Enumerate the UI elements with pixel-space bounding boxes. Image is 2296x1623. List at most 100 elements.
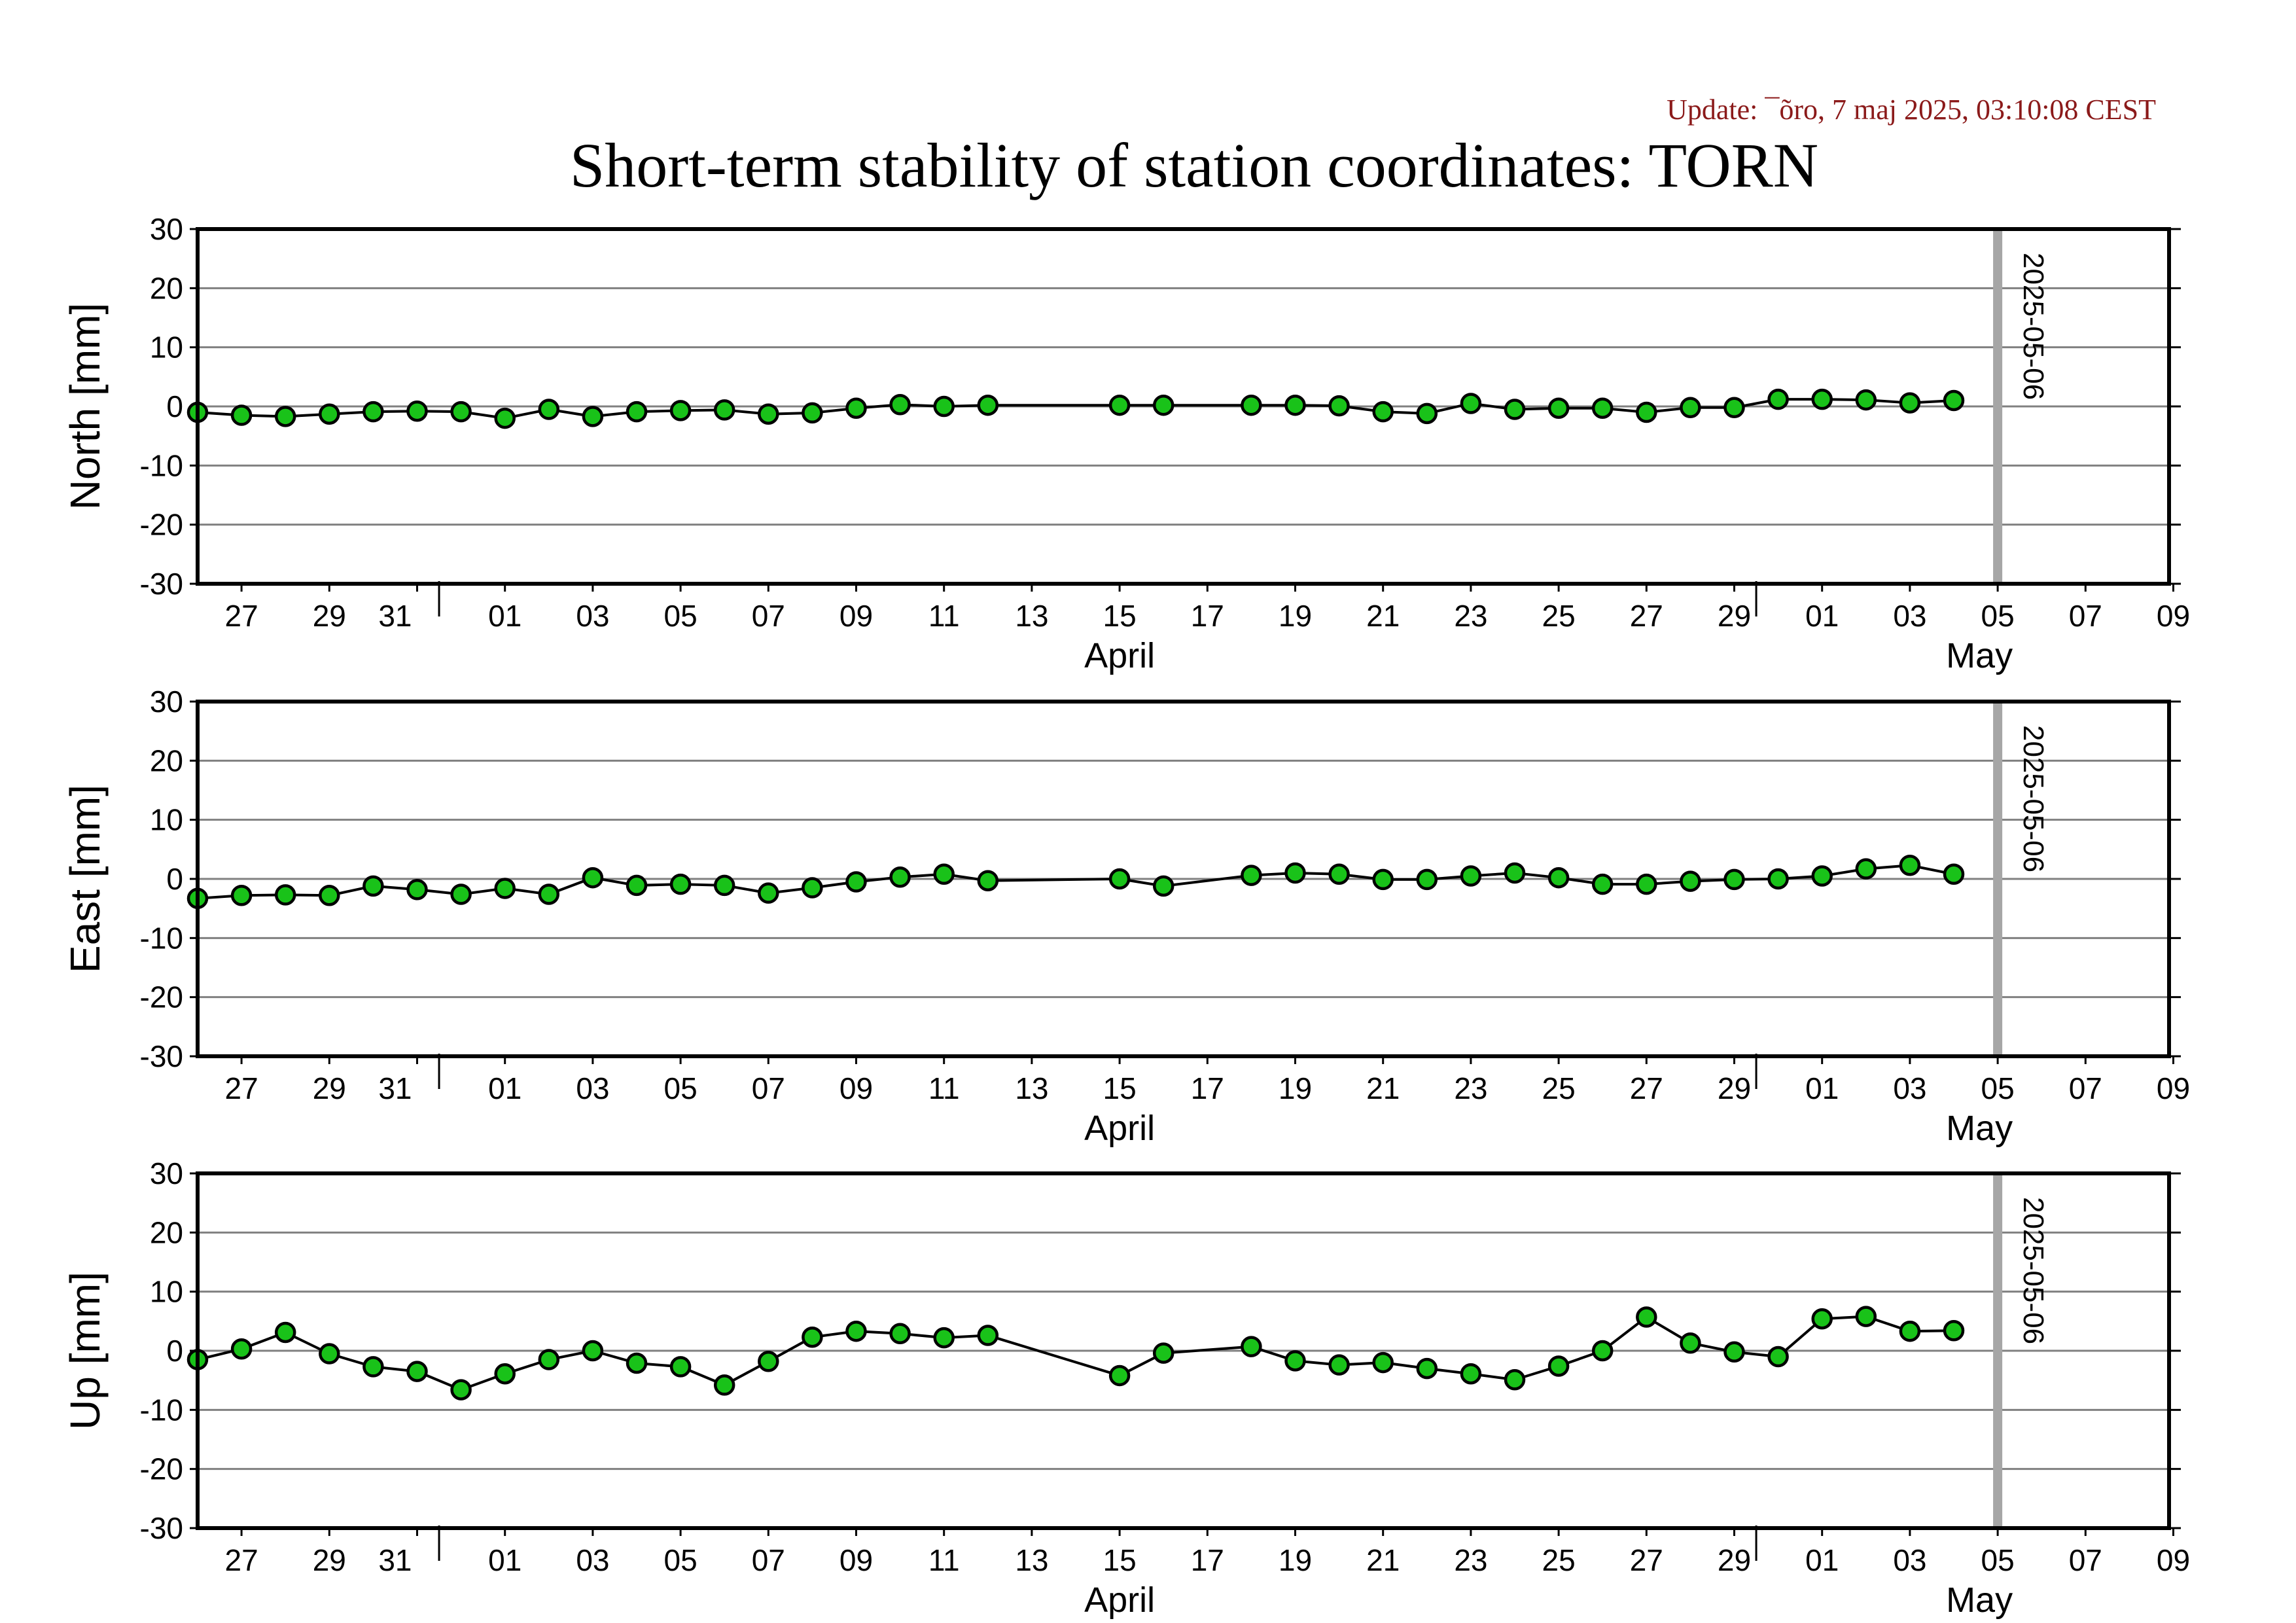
data-point bbox=[1723, 397, 1745, 419]
data-point bbox=[1855, 858, 1877, 880]
x-tick-label: 09 bbox=[839, 1071, 873, 1105]
data-point bbox=[845, 1320, 867, 1342]
x-tick-label: 29 bbox=[1718, 599, 1751, 633]
x-tick-label: 11 bbox=[928, 1071, 960, 1105]
data-point bbox=[1680, 870, 1701, 892]
x-tick-label: 01 bbox=[488, 1543, 521, 1577]
data-point bbox=[669, 873, 692, 895]
data-point bbox=[802, 877, 823, 899]
data-point bbox=[1811, 1308, 1833, 1330]
data-point bbox=[1416, 1357, 1438, 1380]
data-point bbox=[582, 866, 604, 889]
x-tick-label: 05 bbox=[1981, 1543, 2015, 1577]
data-point bbox=[319, 1343, 340, 1364]
data-point bbox=[933, 1327, 955, 1349]
today-marker-bar bbox=[1993, 229, 2003, 584]
x-tick-label: 21 bbox=[1366, 1543, 1400, 1577]
data-point bbox=[1152, 394, 1174, 416]
panel-east: 30 20 10 0 -10 -20 -30 2025-05-06 27 29 31 01 03 05 07… bbox=[62, 685, 2190, 1148]
data-point bbox=[450, 883, 472, 905]
data-point bbox=[274, 406, 296, 427]
data-point bbox=[1767, 868, 1789, 890]
x-tick-label: 25 bbox=[1542, 1543, 1576, 1577]
data-point bbox=[230, 1338, 253, 1360]
data-point bbox=[1767, 388, 1789, 410]
data-point bbox=[1943, 863, 1965, 885]
x-tick-label: 03 bbox=[576, 1543, 609, 1577]
x-tick-label: 05 bbox=[664, 599, 698, 633]
today-label: 2025-05-06 bbox=[2017, 1197, 2049, 1344]
data-point bbox=[1811, 388, 1833, 410]
data-point bbox=[1636, 873, 1657, 895]
y-tick-label: 20 bbox=[150, 1215, 183, 1249]
x-tick-label: 11 bbox=[928, 599, 960, 633]
x-tick-label: 01 bbox=[488, 599, 521, 633]
x-tick-label: 07 bbox=[2069, 1071, 2102, 1105]
y-tick-label: 0 bbox=[166, 1334, 183, 1368]
x-tick-label: 27 bbox=[1630, 1543, 1663, 1577]
data-point bbox=[669, 400, 692, 421]
data-point bbox=[1899, 1320, 1921, 1342]
x-tick-label: 05 bbox=[664, 1071, 698, 1105]
x-tick-label: 05 bbox=[664, 1543, 698, 1577]
x-tick-label: 01 bbox=[1805, 1071, 1839, 1105]
data-point bbox=[406, 400, 428, 422]
x-tick-label: 31 bbox=[378, 1543, 412, 1577]
data-point bbox=[1723, 868, 1745, 891]
x-tick-label: 15 bbox=[1103, 599, 1137, 633]
data-point bbox=[713, 399, 735, 421]
data-point bbox=[406, 1361, 428, 1382]
x-tick-label: 13 bbox=[1015, 599, 1048, 633]
y-axis-label: Up [mm] bbox=[62, 1272, 109, 1430]
x-tick-label: 07 bbox=[2069, 599, 2102, 633]
data-point bbox=[1943, 1320, 1965, 1342]
y-tick-label: 0 bbox=[166, 389, 183, 423]
x-tick-label: 29 bbox=[1718, 1543, 1751, 1577]
x-tick-label: 15 bbox=[1103, 1071, 1137, 1105]
x-tick-label: 01 bbox=[1805, 599, 1839, 633]
y-tick-label: -20 bbox=[140, 1452, 183, 1486]
data-point bbox=[274, 1321, 296, 1344]
data-point bbox=[1811, 865, 1833, 887]
data-point bbox=[626, 401, 648, 423]
data-point bbox=[1328, 1354, 1350, 1376]
data-point bbox=[1591, 1340, 1614, 1362]
data-point bbox=[1591, 873, 1614, 895]
x-tick-label: 27 bbox=[225, 1071, 258, 1105]
data-point bbox=[494, 878, 516, 899]
data-point bbox=[1372, 401, 1394, 423]
data-point bbox=[1284, 394, 1306, 416]
y-tick-label: -20 bbox=[140, 980, 183, 1014]
data-point bbox=[1636, 401, 1657, 423]
plot-frame bbox=[196, 227, 2171, 586]
data-point bbox=[758, 882, 779, 904]
data-point bbox=[1855, 389, 1877, 411]
today-marker-bar bbox=[1993, 1173, 2003, 1528]
x-tick-label: 01 bbox=[488, 1071, 521, 1105]
data-point bbox=[319, 403, 340, 425]
data-point bbox=[758, 403, 779, 425]
today-marker-bar bbox=[1993, 702, 2003, 1056]
x-tick-label: 09 bbox=[839, 599, 873, 633]
x-tick-label: 15 bbox=[1103, 1543, 1137, 1577]
data-point bbox=[538, 883, 560, 905]
y-tick-label: 10 bbox=[150, 803, 183, 837]
x-tick-label: 25 bbox=[1542, 1071, 1576, 1105]
x-tick-label: 23 bbox=[1454, 599, 1487, 633]
data-point bbox=[1328, 395, 1350, 417]
month-label-may: May bbox=[1946, 1580, 2013, 1620]
data-point bbox=[1723, 1341, 1745, 1363]
data-point bbox=[1416, 402, 1438, 425]
x-tick-label: 09 bbox=[839, 1543, 873, 1577]
y-tick-label: -30 bbox=[140, 1039, 183, 1073]
data-point bbox=[933, 863, 955, 885]
data-point bbox=[362, 875, 384, 897]
data-point bbox=[1855, 1306, 1877, 1327]
y-tick-label: -10 bbox=[140, 1393, 183, 1427]
x-tick-label: 11 bbox=[928, 1543, 960, 1577]
x-tick-label: 07 bbox=[752, 1543, 785, 1577]
data-point bbox=[1899, 392, 1921, 414]
data-point bbox=[713, 1374, 735, 1396]
data-point bbox=[845, 397, 867, 419]
data-point bbox=[1680, 1332, 1701, 1354]
